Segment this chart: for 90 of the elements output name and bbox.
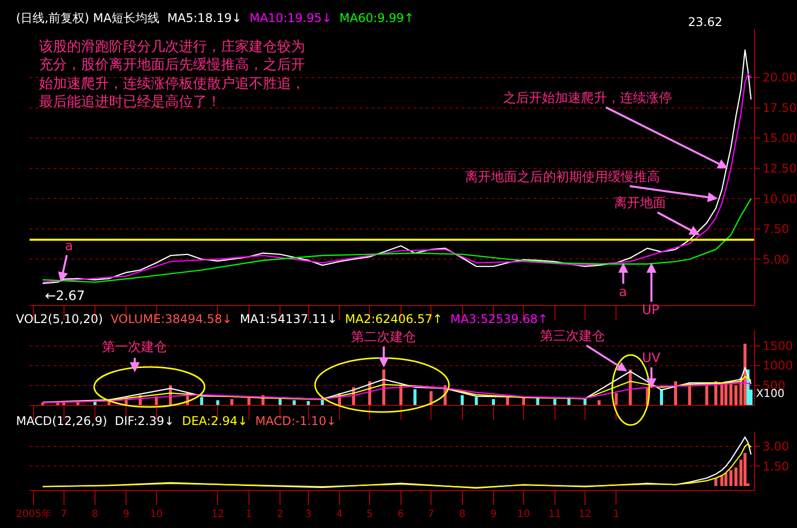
text: 23.62: [688, 15, 722, 29]
x-tick-label: 12: [578, 508, 592, 520]
y-tick-label: 10.00: [762, 192, 797, 206]
y-tick-label: 1.50: [762, 459, 790, 474]
text: MA60:9.99↑: [339, 11, 414, 25]
annotation: 离开地面: [614, 195, 666, 211]
annotation: a: [65, 239, 73, 254]
bar: [413, 389, 416, 405]
text: DEA:2.94↓: [182, 414, 248, 428]
y-tick-label: 7.50: [762, 222, 790, 236]
bar: [492, 399, 495, 405]
y-tick-label: 17.50: [762, 100, 797, 115]
bar: [714, 478, 718, 486]
text: MA2:62406.57↑: [345, 312, 443, 326]
bar: [460, 395, 464, 405]
text: VOLUME:38494.58↓: [110, 312, 232, 326]
text: MA1:54137.11↓: [240, 312, 338, 326]
y-tick-label: 15.00: [762, 131, 797, 146]
annotation: 始加速爬升，连续涨停板使散户追不胜追，: [39, 76, 305, 92]
bar: [734, 468, 738, 486]
y-tick-label: 20.00: [762, 70, 797, 85]
bar: [278, 399, 282, 405]
x-tick-label: 1: [246, 508, 252, 520]
bar: [614, 393, 618, 405]
bar: [743, 453, 746, 486]
line-series: [42, 198, 752, 283]
annotation: 充分，股价离开地面后先缓慢推高，之后开: [39, 57, 305, 73]
x-tick-label: 7: [60, 508, 67, 520]
x-tick-label: 2005年: [16, 508, 52, 520]
annotation: 第二次建仓: [351, 330, 416, 345]
x-tick-label: 6: [398, 508, 404, 520]
bar: [506, 397, 510, 405]
text: MA3:52539.68↑: [450, 312, 548, 326]
x-tick-label: 5: [366, 508, 373, 520]
y-tick-label: 12.50: [762, 162, 797, 176]
y-tick-label: 1500: [762, 338, 793, 353]
text: MACD:-1.10↓: [255, 414, 336, 428]
bar: [674, 381, 678, 405]
x-tick-label: 11: [548, 508, 562, 520]
bar: [720, 475, 724, 486]
x-tick-label: 9: [122, 508, 130, 520]
bar: [724, 472, 728, 486]
annotation: 最后能追进时已经是高位了！: [39, 94, 221, 110]
x-tick-label: 2: [276, 508, 284, 520]
bar: [522, 398, 526, 405]
bar: [230, 399, 234, 405]
y-tick-label: 5.00: [762, 252, 790, 266]
bar: [729, 470, 732, 486]
x-tick-label: 4: [336, 508, 343, 520]
bar: [660, 389, 663, 405]
annotation: 之后开始加速爬升，连续涨停: [503, 91, 672, 106]
bar: [292, 400, 296, 405]
annotation: UV: [642, 351, 661, 366]
chart-title: (日线,前复权) MA短长均线: [16, 11, 160, 25]
annotation: UP: [642, 303, 660, 318]
x-tick-label: 9: [490, 508, 497, 520]
x-tick-label: 7: [428, 508, 434, 520]
bar: [200, 397, 204, 405]
x-tick-label: 12: [211, 508, 224, 520]
x-tick-label: 8: [92, 508, 98, 520]
text: DIF:2.39↓: [114, 414, 174, 428]
annotation: 第一次建仓: [102, 340, 167, 355]
bar: [705, 385, 708, 405]
x-tick-label: 10: [150, 508, 163, 520]
bar: [720, 383, 724, 405]
line-series: [42, 382, 752, 404]
bar: [216, 400, 220, 405]
bar: [247, 398, 250, 405]
annotation: ←2.67: [45, 289, 85, 304]
bar: [584, 399, 587, 405]
y-tick-label: 1000: [762, 358, 793, 373]
annotation: 该股的滑跑阶段分几次进行，庄家建仓较为: [39, 39, 305, 55]
y-tick-label: 3.00: [762, 440, 790, 454]
x-tick-label: 1: [613, 508, 620, 520]
text: MA10:19.95↓: [249, 11, 332, 25]
bar: [598, 400, 601, 405]
x-tick-label: 3: [305, 508, 312, 520]
annotation: 离开地面之后的初期使用缓慢推高: [465, 169, 660, 185]
x-tick-label: 8: [459, 508, 466, 520]
annotation: 第三次建仓: [540, 329, 605, 344]
text: MA5:18.19↓: [167, 11, 242, 25]
bar: [306, 401, 310, 405]
bar: [734, 385, 738, 405]
annotation: a: [619, 285, 627, 300]
chart-title: MACD(12,26,9): [16, 414, 108, 428]
chart-title: VOL2(5,10,20): [16, 312, 103, 326]
bar: [729, 383, 732, 405]
bar: [474, 397, 478, 405]
x-tick-label: 10: [517, 508, 530, 520]
bar: [553, 399, 556, 405]
